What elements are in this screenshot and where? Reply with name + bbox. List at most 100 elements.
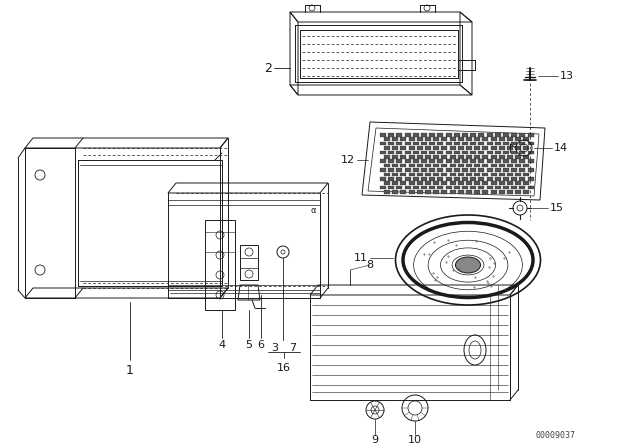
Polygon shape: [462, 133, 468, 137]
Polygon shape: [495, 159, 500, 163]
Polygon shape: [384, 138, 390, 141]
Polygon shape: [437, 159, 444, 163]
Polygon shape: [499, 146, 505, 150]
Polygon shape: [483, 172, 488, 176]
Polygon shape: [408, 164, 415, 167]
Polygon shape: [433, 146, 439, 150]
Text: 2: 2: [264, 61, 272, 74]
Polygon shape: [486, 186, 493, 190]
Polygon shape: [425, 138, 431, 141]
Polygon shape: [454, 168, 460, 172]
Polygon shape: [450, 138, 456, 141]
Polygon shape: [458, 155, 464, 159]
Polygon shape: [499, 164, 505, 167]
Polygon shape: [388, 142, 394, 145]
Ellipse shape: [456, 257, 481, 273]
Polygon shape: [495, 168, 500, 172]
Polygon shape: [466, 138, 472, 141]
Polygon shape: [520, 168, 525, 172]
Polygon shape: [408, 190, 415, 194]
Polygon shape: [474, 138, 480, 141]
Polygon shape: [524, 172, 529, 176]
Polygon shape: [396, 168, 403, 172]
Polygon shape: [458, 164, 464, 167]
Polygon shape: [470, 177, 476, 181]
Polygon shape: [396, 186, 403, 190]
Polygon shape: [527, 151, 534, 154]
Polygon shape: [511, 186, 517, 190]
Polygon shape: [527, 133, 534, 137]
Polygon shape: [450, 181, 456, 185]
Polygon shape: [429, 151, 435, 154]
Polygon shape: [458, 146, 464, 150]
Polygon shape: [437, 151, 444, 154]
Polygon shape: [442, 146, 447, 150]
Polygon shape: [396, 133, 403, 137]
Text: 8: 8: [367, 260, 374, 270]
Polygon shape: [515, 155, 521, 159]
Polygon shape: [401, 155, 406, 159]
Polygon shape: [396, 159, 403, 163]
Polygon shape: [470, 159, 476, 163]
Polygon shape: [486, 151, 493, 154]
Polygon shape: [433, 138, 439, 141]
Polygon shape: [503, 177, 509, 181]
Polygon shape: [524, 146, 529, 150]
Polygon shape: [495, 133, 500, 137]
Polygon shape: [524, 181, 529, 185]
Polygon shape: [503, 151, 509, 154]
Polygon shape: [437, 133, 444, 137]
Polygon shape: [413, 159, 419, 163]
Polygon shape: [507, 164, 513, 167]
Polygon shape: [417, 172, 423, 176]
Polygon shape: [392, 138, 398, 141]
Polygon shape: [491, 138, 497, 141]
Polygon shape: [466, 164, 472, 167]
Polygon shape: [401, 146, 406, 150]
Polygon shape: [507, 190, 513, 194]
Polygon shape: [479, 186, 484, 190]
Polygon shape: [404, 133, 411, 137]
Polygon shape: [401, 181, 406, 185]
Polygon shape: [404, 177, 411, 181]
Polygon shape: [408, 146, 415, 150]
Polygon shape: [380, 159, 386, 163]
Polygon shape: [474, 172, 480, 176]
Polygon shape: [445, 186, 452, 190]
Polygon shape: [503, 168, 509, 172]
Text: 7: 7: [289, 343, 296, 353]
Polygon shape: [384, 146, 390, 150]
Polygon shape: [413, 186, 419, 190]
Polygon shape: [520, 142, 525, 145]
Polygon shape: [445, 133, 452, 137]
Polygon shape: [479, 159, 484, 163]
Polygon shape: [429, 177, 435, 181]
Polygon shape: [511, 142, 517, 145]
Polygon shape: [524, 138, 529, 141]
Polygon shape: [466, 155, 472, 159]
Polygon shape: [404, 142, 411, 145]
Polygon shape: [515, 190, 521, 194]
Polygon shape: [507, 146, 513, 150]
Polygon shape: [380, 151, 386, 154]
Polygon shape: [380, 168, 386, 172]
Polygon shape: [507, 155, 513, 159]
Polygon shape: [499, 172, 505, 176]
Polygon shape: [507, 172, 513, 176]
Polygon shape: [503, 133, 509, 137]
Polygon shape: [483, 155, 488, 159]
Polygon shape: [462, 177, 468, 181]
Polygon shape: [384, 155, 390, 159]
Polygon shape: [384, 164, 390, 167]
Polygon shape: [470, 151, 476, 154]
Polygon shape: [442, 172, 447, 176]
Polygon shape: [392, 190, 398, 194]
Text: 15: 15: [550, 203, 564, 213]
Polygon shape: [445, 151, 452, 154]
Polygon shape: [388, 186, 394, 190]
Polygon shape: [429, 159, 435, 163]
Polygon shape: [442, 181, 447, 185]
Polygon shape: [479, 177, 484, 181]
Polygon shape: [495, 151, 500, 154]
Text: 1: 1: [126, 363, 134, 376]
